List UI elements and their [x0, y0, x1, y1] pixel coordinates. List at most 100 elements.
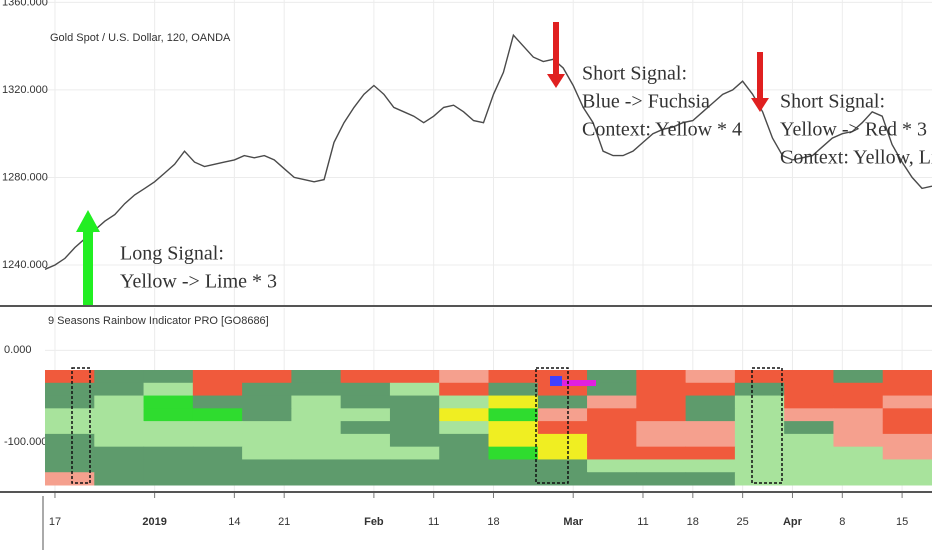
heat-cell: [636, 433, 687, 448]
heat-cell: [587, 370, 637, 384]
heat-cell: [143, 433, 194, 448]
x-tick-label: 11: [428, 516, 439, 528]
annotation: Yellow -> Lime * 3: [120, 271, 277, 293]
annotation: Context: Yellow, Light G: [780, 147, 932, 169]
heat-cell: [636, 382, 687, 397]
heat-cell: [143, 370, 194, 384]
heat-cell: [45, 421, 95, 435]
heat-cell: [94, 382, 145, 397]
heat-cell: [143, 421, 194, 435]
x-tick-label: 11: [637, 516, 648, 528]
heat-cell: [389, 421, 440, 435]
heat-cell: [291, 459, 342, 473]
heat-cell: [587, 395, 637, 409]
heat-cell: [143, 382, 194, 397]
heat-cell: [537, 382, 588, 397]
heat-cell: [685, 395, 736, 409]
y-tick-label: -100.000: [4, 436, 47, 448]
heat-cell: [784, 408, 834, 422]
heat-cell: [291, 421, 342, 435]
heat-cell: [45, 472, 95, 486]
heat-cell: [45, 446, 95, 460]
heat-cell: [242, 370, 292, 384]
heat-cell: [242, 382, 292, 397]
x-tick-label: 2019: [142, 516, 166, 528]
annotation: Yellow -> Red * 3: [780, 119, 927, 141]
heat-cell: [94, 459, 145, 473]
x-tick-label: 17: [49, 516, 61, 528]
price-pane: 1240.000 1280.000 1320.000 1360.000 Gold Spo…: [2, 0, 932, 305]
heat-cell: [192, 421, 243, 435]
heat-cell: [587, 433, 637, 448]
heat-cell: [734, 446, 785, 460]
heat-cell: [734, 382, 785, 397]
heat-cell: [784, 433, 834, 448]
heat-cell: [192, 408, 243, 422]
chart-title: Gold Spot / U.S. Dollar, 120, OANDA: [50, 32, 231, 44]
heat-cell: [143, 395, 194, 409]
heat-cell: [389, 472, 440, 486]
heat-cell: [291, 370, 342, 384]
y-tick-label: 1320.000: [2, 84, 48, 96]
heat-cell: [340, 421, 391, 435]
x-axis: 17 2019 14 21 Feb 11 18 Mar 11 18 25 Apr 8 15: [49, 493, 908, 528]
annotation: Long Signal:: [120, 243, 224, 265]
heat-cell: [734, 408, 785, 422]
heat-cell: [587, 382, 637, 397]
annotation: Short Signal:: [582, 63, 687, 85]
x-tick-label: 25: [737, 516, 749, 528]
heat-cell: [340, 382, 391, 397]
heat-cell: [192, 382, 243, 397]
heat-cell: [833, 446, 884, 460]
heat-cell: [291, 382, 342, 397]
heat-cell: [340, 433, 391, 448]
heat-cell: [734, 459, 785, 473]
heat-cell: [537, 421, 588, 435]
heat-cell: [685, 433, 736, 448]
heat-cell: [242, 446, 292, 460]
heat-cell: [45, 433, 95, 448]
heat-cell: [833, 408, 884, 422]
heat-cell: [784, 370, 834, 384]
heat-cell: [537, 446, 588, 460]
heat-cell: [192, 433, 243, 448]
heat-cell: [94, 446, 145, 460]
heat-cell: [192, 459, 243, 473]
heat-cell: [734, 433, 785, 448]
heat-cell: [439, 433, 489, 448]
heat-cell: [389, 446, 440, 460]
heat-cell: [685, 370, 736, 384]
heat-cell: [685, 446, 736, 460]
heat-cell: [94, 421, 145, 435]
heat-cell: [45, 395, 95, 409]
x-tick-label: 21: [278, 516, 290, 528]
indicator-pane: 0.000 -100.000 9 Seasons Rainbow Indicator…: [4, 308, 932, 492]
heat-cell: [389, 382, 440, 397]
heat-cell: [389, 395, 440, 409]
heat-cell: [488, 408, 539, 422]
heat-cell: [94, 370, 145, 384]
heat-cell: [389, 370, 440, 384]
heat-cell: [192, 395, 243, 409]
signal-highlight: [550, 380, 596, 386]
heat-cell: [340, 459, 391, 473]
heat-cell: [143, 446, 194, 460]
heat-cell: [488, 395, 539, 409]
heat-cell: [833, 382, 884, 397]
x-tick-label: Mar: [563, 516, 583, 528]
heat-cell: [291, 408, 342, 422]
heat-cell: [488, 472, 539, 486]
heat-cell: [340, 472, 391, 486]
heat-cell: [192, 446, 243, 460]
heat-cell: [784, 382, 834, 397]
x-tick-label: Feb: [364, 516, 384, 528]
heat-cell: [685, 472, 736, 486]
heat-cell: [537, 408, 588, 422]
heat-cell: [882, 446, 932, 460]
x-tick-label: 14: [228, 516, 240, 528]
heat-cell: [734, 472, 785, 486]
heat-cell: [784, 421, 834, 435]
heat-cell: [537, 459, 588, 473]
heat-cell: [291, 472, 342, 486]
